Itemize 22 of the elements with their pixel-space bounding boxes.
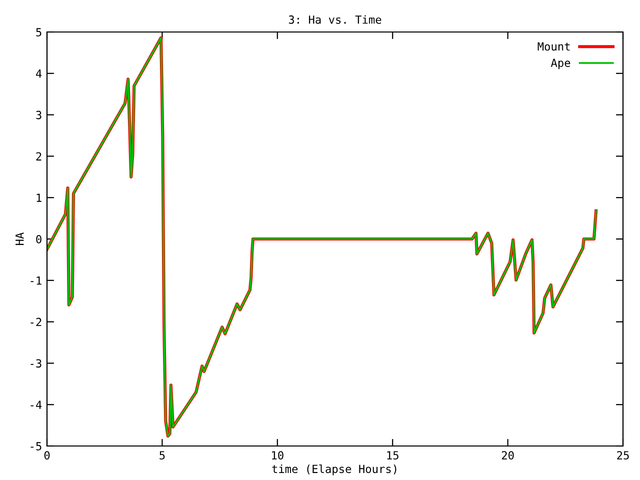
x-tick-label: 25 (617, 451, 629, 460)
y-tick-label: -3 (30, 359, 42, 368)
x-axis-title: time (Elapse Hours) (272, 464, 396, 476)
y-tick-label: 3 (36, 110, 42, 120)
y-tick-label: -5 (30, 442, 42, 450)
y-tick-label: -2 (30, 318, 42, 326)
chart-title: 3: Ha vs. Time (288, 15, 382, 24)
y-tick-label: 2 (36, 152, 42, 160)
y-axis-title: HA (16, 232, 24, 245)
y-tick-label: 4 (36, 70, 42, 78)
y-tick-label: 0 (36, 235, 42, 244)
y-tick-label: 5 (36, 28, 42, 36)
y-tick-label: 1 (36, 194, 42, 202)
x-tick-label: 10 (272, 451, 284, 460)
x-tick-label: 0 (44, 451, 50, 460)
x-tick-label: 5 (160, 451, 165, 460)
legend-label: Ape (550, 58, 570, 70)
legend-label: Mount (538, 42, 570, 51)
x-tick-label: 20 (502, 451, 514, 460)
x-tick-label: 15 (387, 451, 398, 460)
y-tick-label: -4 (30, 400, 42, 409)
y-tick-label: -1 (30, 276, 42, 285)
